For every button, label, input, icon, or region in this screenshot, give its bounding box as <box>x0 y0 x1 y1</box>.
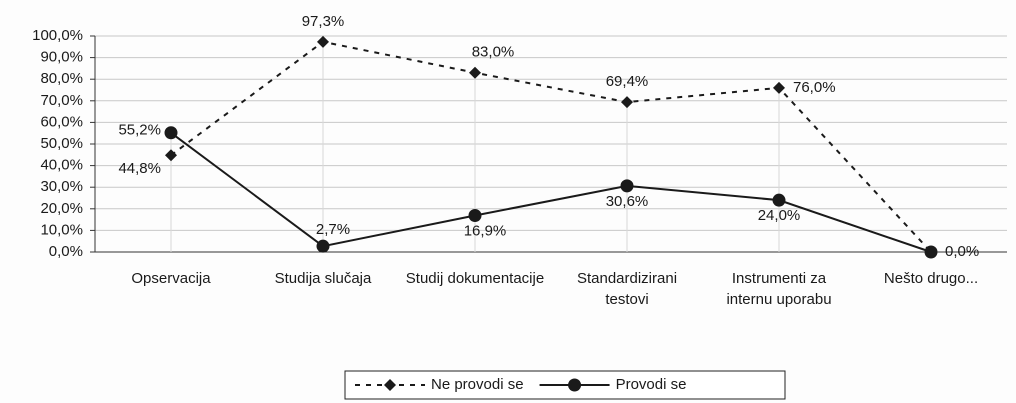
y-tick-label: 80,0% <box>40 70 83 87</box>
legend-label: Ne provodi se <box>431 376 524 393</box>
x-tick-label: Standardizirani testovi <box>576 270 678 308</box>
data-label: 2,7% <box>316 221 350 238</box>
point <box>468 208 482 222</box>
point <box>469 66 481 79</box>
point <box>772 193 786 207</box>
data-label: 69,4% <box>606 73 649 90</box>
point <box>924 245 938 259</box>
y-tick-label: 30,0% <box>40 178 83 195</box>
data-label: 30,6% <box>606 193 649 210</box>
point <box>316 239 330 253</box>
data-label: 97,3% <box>302 13 345 30</box>
x-tick-label: Studija slučaja <box>274 270 372 287</box>
point <box>165 149 177 162</box>
point <box>317 35 329 48</box>
legend-marker <box>384 379 396 391</box>
y-tick-label: 40,0% <box>40 157 83 174</box>
y-tick-label: 100,0% <box>32 27 83 44</box>
series-line <box>170 40 932 253</box>
y-tick-label: 90,0% <box>40 49 83 66</box>
point <box>621 96 633 109</box>
legend-label: Provodi se <box>616 376 687 393</box>
data-label: 16,9% <box>464 222 507 239</box>
point <box>773 81 785 94</box>
x-tick-label: Nešto drugo... <box>883 270 979 287</box>
data-label: 44,8% <box>118 160 161 177</box>
y-tick-label: 20,0% <box>40 200 83 217</box>
y-tick-label: 0,0% <box>49 243 83 260</box>
point <box>620 179 634 193</box>
data-label: 0,0% <box>945 243 979 260</box>
data-label: 24,0% <box>758 207 801 224</box>
point <box>164 126 178 140</box>
y-tick-label: 10,0% <box>40 221 83 238</box>
y-tick-label: 70,0% <box>40 92 83 109</box>
legend-marker <box>568 378 582 392</box>
data-label: 83,0% <box>472 44 515 61</box>
series-line <box>170 131 932 253</box>
y-tick-label: 60,0% <box>40 113 83 130</box>
y-tick-label: 50,0% <box>40 135 83 152</box>
data-label: 55,2% <box>118 122 161 139</box>
x-tick-label: Opservacija <box>131 270 211 287</box>
x-tick-label: Instrumenti za internu uporabu <box>726 270 832 308</box>
x-tick-label: Studij dokumentacije <box>405 270 545 287</box>
data-label: 76,0% <box>793 79 836 96</box>
